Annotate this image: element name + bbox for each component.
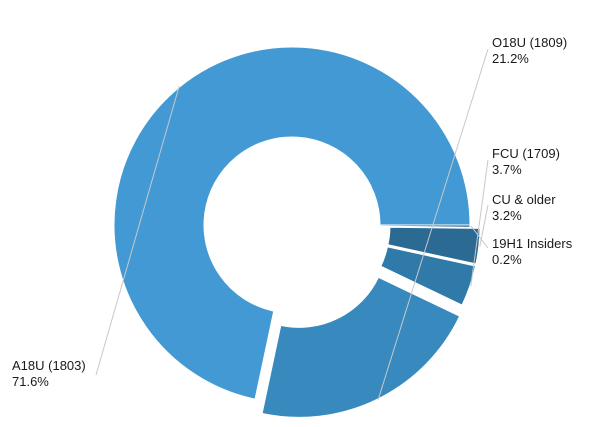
leader-lines-layer xyxy=(95,48,489,401)
slices-layer xyxy=(113,46,481,418)
slice-value-3: 3.7% xyxy=(492,162,522,177)
leader-line-2 xyxy=(377,48,489,401)
slice-value-5: 0.2% xyxy=(492,252,522,267)
slice-2[interactable] xyxy=(261,276,461,418)
slice-label-2: O18U (1809) xyxy=(492,35,567,50)
slice-label-4: CU & older xyxy=(492,192,556,207)
slice-5[interactable] xyxy=(379,224,471,228)
slice-value-2: 21.2% xyxy=(492,51,529,66)
slice-value-4: 3.2% xyxy=(492,208,522,223)
labels-layer: A18U (1803)71.6% O18U (1809)21.2% FCU (170… xyxy=(12,35,573,389)
slice-label-3: FCU (1709) xyxy=(492,146,560,161)
leader-line-3 xyxy=(470,159,489,287)
slice-label-1: A18U (1803) xyxy=(12,358,86,373)
slice-1[interactable] xyxy=(113,46,471,400)
leader-line-5 xyxy=(470,225,489,249)
slice-4[interactable] xyxy=(387,226,481,265)
slice-label-5: 19H1 Insiders xyxy=(492,236,573,251)
leader-line-1 xyxy=(95,85,180,376)
slice-value-1: 71.6% xyxy=(12,374,49,389)
